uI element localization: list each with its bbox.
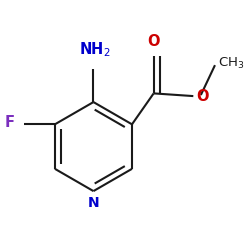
- Text: O: O: [196, 88, 209, 104]
- Text: F: F: [4, 116, 15, 130]
- Text: N: N: [88, 196, 99, 210]
- Text: CH$_3$: CH$_3$: [218, 56, 244, 70]
- Text: NH$_2$: NH$_2$: [79, 41, 110, 60]
- Text: O: O: [148, 34, 160, 49]
